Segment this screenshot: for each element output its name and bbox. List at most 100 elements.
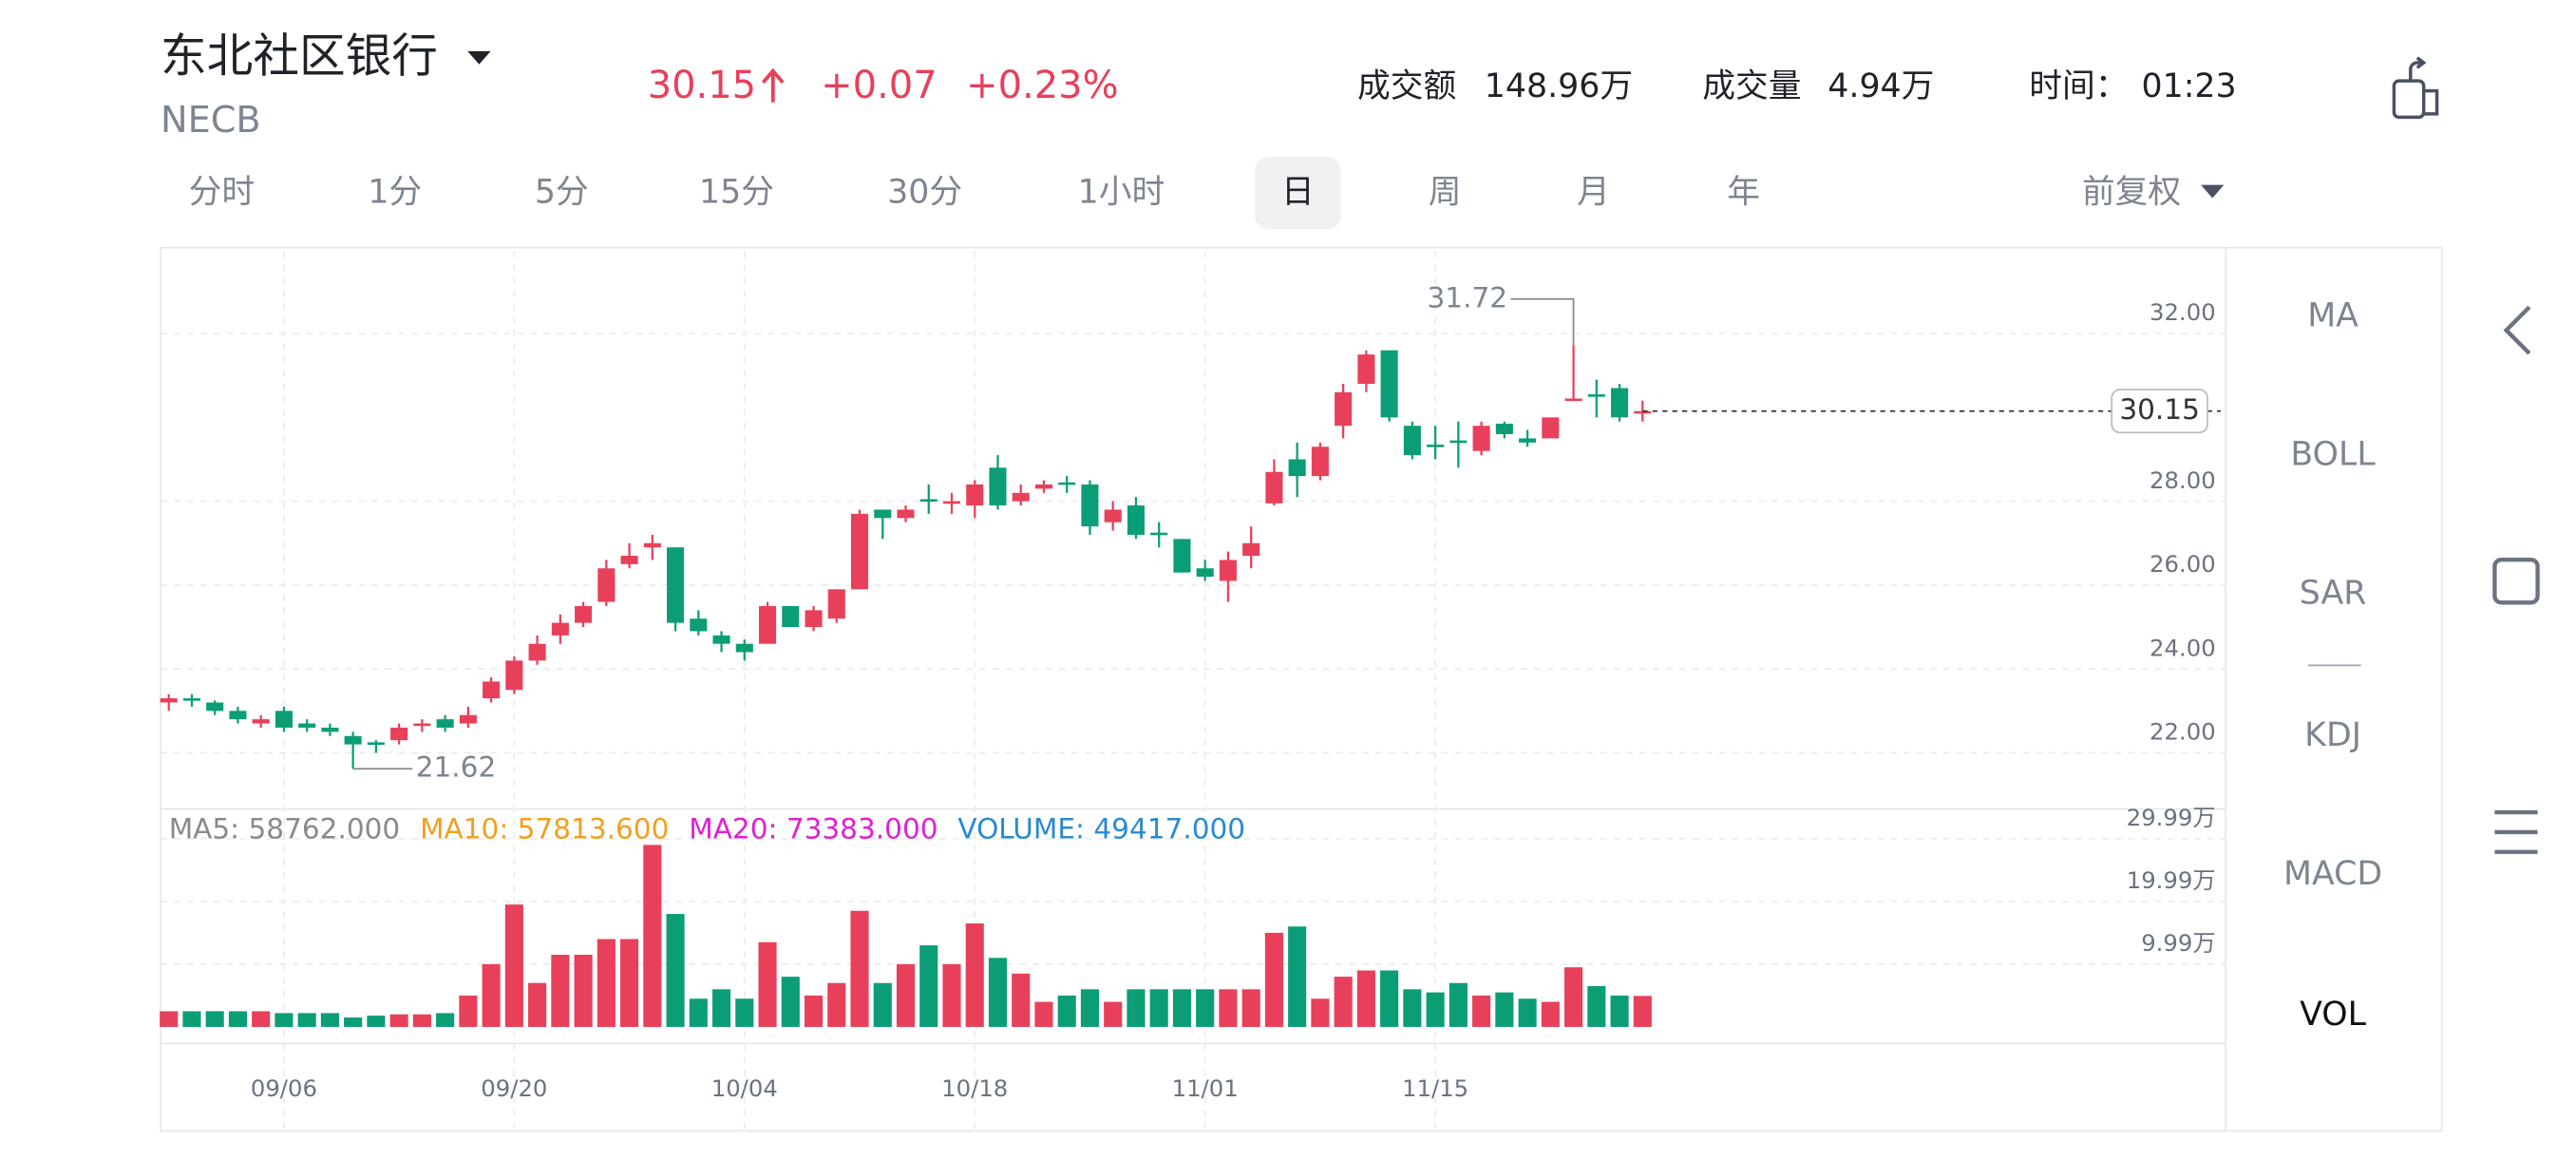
volume-bar: [1196, 989, 1215, 1027]
volume-bar: [182, 1011, 201, 1027]
share-icon[interactable]: [2392, 56, 2439, 120]
volume-bar: [597, 939, 616, 1027]
candle-body: [667, 547, 685, 623]
candle-body: [1150, 532, 1168, 536]
volume-bar: [919, 945, 938, 1027]
volume-bar: [412, 1014, 431, 1027]
x-tick-label: 11/15: [1402, 1074, 1468, 1102]
time-label: 时间：: [2029, 67, 2128, 105]
candle-body: [1472, 426, 1490, 451]
candle-body: [1034, 484, 1053, 489]
indicator-tab[interactable]: BOLL: [2290, 436, 2376, 474]
volume-bar: [297, 1013, 316, 1027]
candle-body: [575, 605, 593, 623]
volume-bar: [389, 1014, 408, 1027]
volume-bar: [1012, 973, 1031, 1027]
period-tab[interactable]: 1分: [368, 173, 422, 211]
volume-bar: [574, 954, 593, 1027]
candle-body: [483, 681, 501, 699]
period-tab[interactable]: 分时: [189, 173, 255, 211]
candle-body: [712, 635, 730, 644]
home-button[interactable]: [2492, 557, 2540, 605]
candle-body: [989, 467, 1007, 506]
menu-button[interactable]: [2494, 809, 2538, 854]
candle-body: [1058, 482, 1076, 485]
volume-bar: [1219, 989, 1238, 1027]
back-button[interactable]: [2503, 305, 2531, 355]
candle-body: [966, 484, 984, 506]
adjust-dropdown[interactable]: [2201, 184, 2225, 199]
candle-body: [275, 711, 293, 728]
candle-body: [528, 643, 546, 661]
volume-bar: [666, 914, 685, 1027]
period-tab[interactable]: 日: [1281, 173, 1315, 211]
volume-bar: [711, 989, 731, 1027]
change: +0.07: [821, 64, 937, 107]
volume-bar: [482, 963, 501, 1027]
turnover: 148.96万: [1485, 67, 1633, 105]
volume-bar: [942, 963, 961, 1027]
volume-bar: [1104, 1001, 1123, 1027]
candle-body: [1219, 560, 1237, 581]
indicator-tab[interactable]: VOL: [2300, 996, 2367, 1034]
candle-body: [1403, 426, 1421, 456]
candle-body: [919, 499, 938, 503]
candle-body: [735, 643, 753, 653]
volume-bar: [205, 1011, 224, 1027]
volume-bar: [735, 998, 754, 1027]
volume-bar: [1127, 989, 1146, 1027]
period-tab[interactable]: 月: [1577, 173, 1610, 211]
candle-body: [897, 509, 915, 519]
period-tab[interactable]: 周: [1429, 173, 1462, 211]
x-tick-label: 09/06: [251, 1074, 317, 1102]
indicator-tab[interactable]: MA: [2307, 297, 2358, 335]
indicator-tab[interactable]: SAR: [2300, 575, 2367, 613]
volume-bar: [1380, 970, 1399, 1027]
candle-body: [759, 605, 777, 644]
ticker: NECB: [161, 100, 261, 142]
volume-bar: [1564, 967, 1583, 1027]
indicator-tab[interactable]: KDJ: [2304, 716, 2361, 754]
volume-bar: [1403, 989, 1422, 1027]
period-tab[interactable]: 15分: [699, 173, 774, 211]
volume-bar: [1633, 996, 1652, 1027]
candle-body: [1012, 492, 1030, 502]
period-tab[interactable]: 年: [1727, 173, 1760, 211]
volume-bar: [1518, 998, 1537, 1027]
candle-body: [206, 702, 224, 712]
period-tab[interactable]: 1小时: [1078, 173, 1165, 211]
period-tab[interactable]: 30分: [887, 173, 962, 211]
y-tick-label: 26.00: [2150, 550, 2216, 578]
period-tab[interactable]: 5分: [535, 173, 589, 211]
volume-bar: [275, 1013, 294, 1027]
indicator-tab[interactable]: MACD: [2283, 855, 2382, 893]
volume-bar: [1541, 1001, 1560, 1027]
volume-bar: [689, 998, 708, 1027]
volume-bar: [1472, 995, 1491, 1027]
adjust[interactable]: 前复权: [2082, 173, 2181, 211]
candle-body: [298, 723, 316, 728]
price: 30.15: [648, 64, 756, 107]
candle-body: [1542, 417, 1560, 439]
time: 01:23: [2141, 67, 2236, 105]
candle-body: [551, 622, 569, 636]
volume-bar: [873, 982, 892, 1027]
active-tab-bg: [1255, 157, 1341, 230]
candle-body: [459, 714, 477, 724]
name-dropdown[interactable]: [467, 50, 491, 65]
y-tick-label: 28.00: [2150, 466, 2216, 494]
candle-body: [1173, 539, 1191, 573]
candle-body: [782, 605, 800, 628]
candle-body: [1127, 505, 1145, 535]
candle-body: [1288, 459, 1306, 477]
volume-bar: [436, 1013, 455, 1027]
candle-body: [1587, 394, 1605, 397]
volume-bar: [1449, 982, 1468, 1027]
candle-body: [367, 742, 385, 746]
candle-body: [1427, 445, 1445, 447]
volume-bar: [1311, 998, 1330, 1027]
volume-bar: [896, 963, 916, 1027]
turnover-label: 成交额: [1357, 67, 1456, 105]
